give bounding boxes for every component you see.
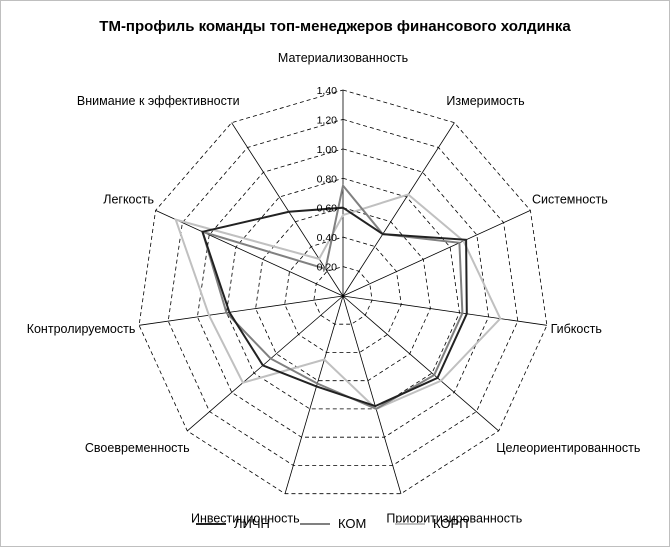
grid-ring	[138, 89, 548, 495]
grid-spoke	[139, 295, 344, 326]
grid-ring	[255, 207, 431, 382]
legend-swatch-kom	[300, 522, 330, 525]
radar-grid	[138, 89, 548, 495]
grid-spoke	[155, 210, 344, 297]
axis-label: Контролируемость	[27, 322, 136, 336]
axis-label: Материализованность	[278, 51, 408, 65]
r-tick-label: 0,80	[317, 173, 338, 185]
r-tick-label: 1,20	[317, 114, 338, 126]
axis-label: Целеориентированность	[496, 441, 640, 455]
grid-spoke	[231, 122, 344, 297]
grid-ring	[313, 266, 373, 325]
grid-spoke	[187, 295, 344, 432]
grid-spoke	[342, 122, 455, 297]
legend-item-lichn: ЛИЧН	[196, 516, 270, 531]
legend-swatch-korp	[395, 522, 425, 525]
axis-label: Приоритизированность	[386, 512, 522, 526]
axis-label: Гибкость	[551, 322, 602, 336]
grid-spoke	[342, 295, 402, 494]
axis-label: Измеримость	[446, 94, 524, 108]
r-tick-label: 1,00	[317, 144, 338, 156]
axis-label: Своевременность	[85, 441, 190, 455]
legend-label-korp: КОРП	[433, 516, 469, 531]
grid-ring	[196, 148, 490, 438]
axis-label: Системность	[532, 193, 608, 207]
grid-spoke	[342, 295, 499, 432]
radar-series	[174, 183, 502, 411]
r-tick-label: 0,40	[317, 232, 338, 244]
legend-item-kom: КОМ	[300, 516, 366, 531]
legend-swatch-lichn	[196, 522, 226, 525]
legend: ЛИЧН КОМ КОРП	[0, 516, 670, 536]
grid-spoke	[284, 295, 344, 494]
legend-item-korp: КОРП	[395, 516, 469, 531]
axis-label: Внимание к эффективности	[77, 94, 240, 108]
axis-label: Легкость	[103, 193, 154, 207]
radar-labels: 0,20 0,40 0,60 0,80 1,00 1,20 1,40 Материализов…	[27, 51, 641, 526]
legend-label-lichn: ЛИЧН	[234, 516, 270, 531]
r-tick-label: 1,40	[317, 85, 338, 97]
axis-label: Инвестиционность	[191, 512, 300, 526]
r-tick-label: 0,60	[317, 203, 338, 215]
r-tick-label: 0,20	[317, 262, 338, 274]
grid-ring	[284, 236, 402, 353]
series-line-2	[174, 193, 502, 411]
series-line-0	[201, 206, 468, 408]
chart-title: ТМ-профиль команды топ-менеджеров финанс…	[99, 18, 571, 35]
grid-ring	[167, 118, 519, 466]
grid-spoke	[342, 210, 531, 297]
grid-spoke	[342, 295, 547, 326]
legend-label-kom: КОМ	[338, 516, 367, 531]
